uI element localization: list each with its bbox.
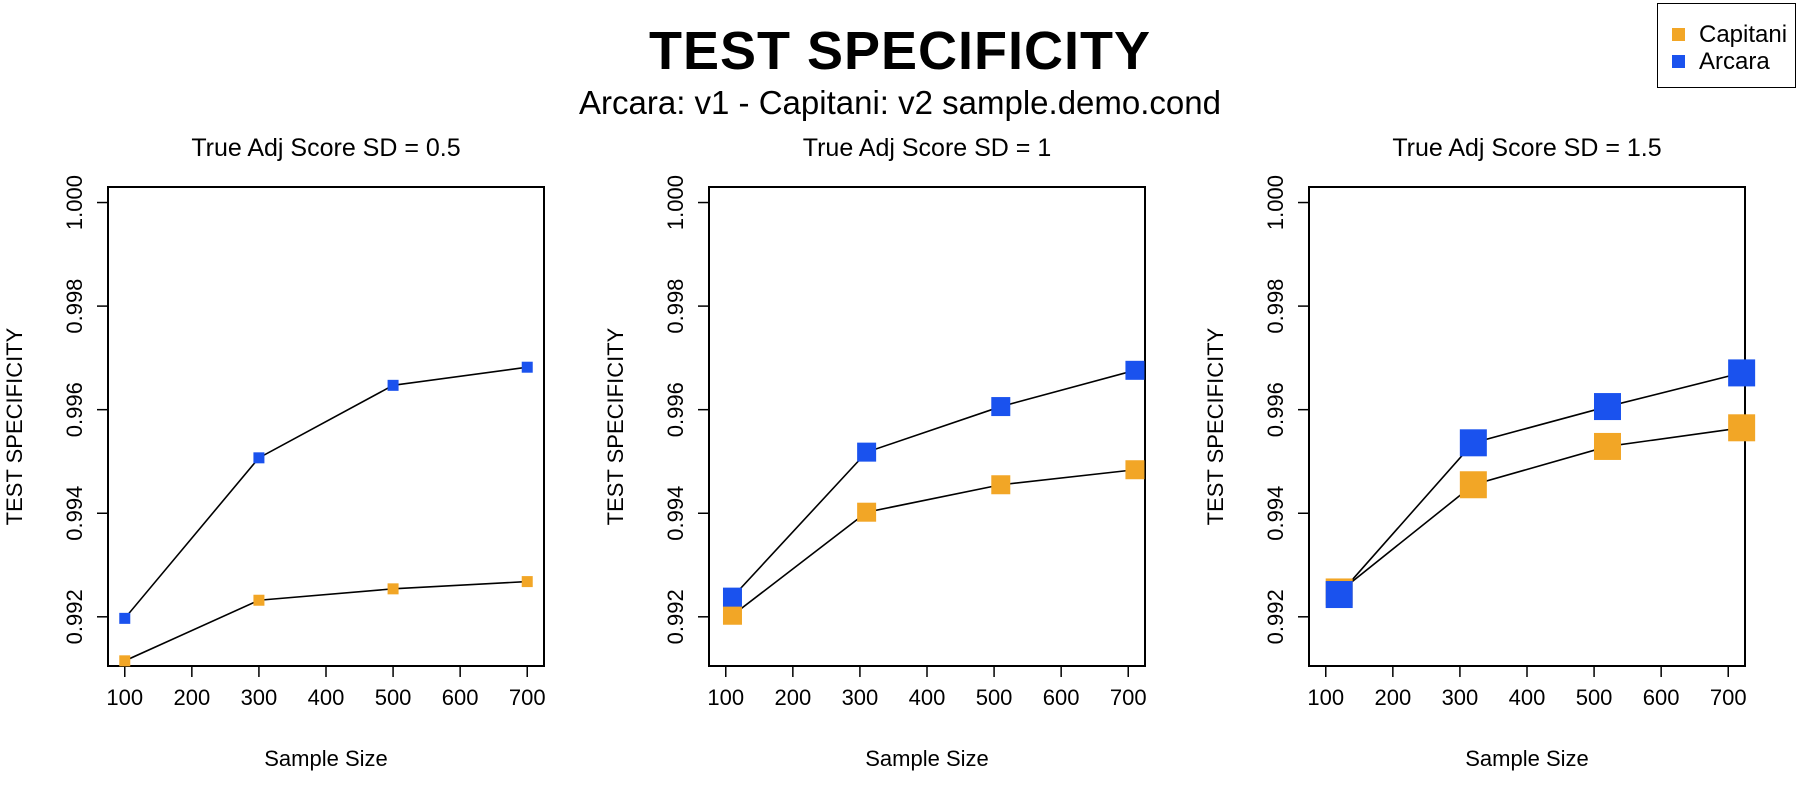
panel1-x-tick-label: 400 [308,685,345,710]
panel1-point-arcara [253,452,265,464]
panel2-series-line-capitani [731,468,1136,616]
panel2-point-arcara [857,442,877,462]
panel3-point-arcara [1728,359,1756,387]
panel2-x-tick-label: 600 [1043,685,1080,710]
panel1-point-capitani [119,655,131,667]
panel2-point-arcara [1125,360,1145,380]
panel1-title: True Adj Score SD = 0.5 [191,134,460,162]
panel3-x-tick-label: 400 [1509,685,1546,710]
panel1-y-tick-label: 0.994 [62,486,87,541]
panel2-x-tick-label: 400 [909,685,946,710]
panel3-point-capitani [1459,471,1487,499]
panel1-y-tick-label: 0.998 [62,279,87,334]
panel3-point-arcara [1459,429,1487,457]
panel3-x-tick-label: 100 [1307,685,1344,710]
panel2-y-tick-label: 0.994 [663,486,688,541]
panel1-point-arcara [521,361,533,373]
panel2-y-tick-label: 0.996 [663,382,688,437]
legend-label-capitani: Capitani [1699,21,1788,48]
panel2-point-capitani [857,502,877,522]
panel1-x-tick-label: 300 [241,685,278,710]
figure-title: TEST SPECIFICITY [648,21,1152,81]
panel2-point-arcara [722,587,742,607]
legend-label-arcara: Arcara [1699,48,1770,75]
panel3-title: True Adj Score SD = 1.5 [1392,134,1661,162]
panel1-series-line-arcara [124,366,528,619]
panel2-series-line-arcara [731,369,1136,598]
legend-swatch-arcara [1672,55,1685,68]
panel2-x-tick-label: 100 [707,685,744,710]
panel3-y-axis-label: TEST SPECIFICITY [1203,327,1228,525]
panel1-point-capitani [521,576,533,588]
panel3-point-arcara [1593,393,1621,421]
panel1-y-tick-label: 0.996 [62,382,87,437]
panel2-x-tick-label: 500 [976,685,1013,710]
panel3-x-tick-label: 200 [1374,685,1411,710]
panel2-x-tick-label: 200 [774,685,811,710]
panel3-y-tick-label: 1.000 [1263,175,1288,230]
panel2-y-axis-label: TEST SPECIFICITY [603,327,628,525]
panel2-y-tick-label: 1.000 [663,175,688,230]
panel2-point-capitani [722,605,742,625]
panel1-x-tick-label: 700 [509,685,546,710]
panel3-y-tick-label: 0.992 [1263,589,1288,644]
panel2-point-capitani [991,475,1011,495]
panel1-point-arcara [387,379,399,391]
panel2-x-tick-label: 300 [842,685,879,710]
panel3-point-capitani [1728,414,1756,442]
figure-subtitle: Arcara: v1 - Capitani: v2 sample.demo.co… [579,84,1221,121]
panel1-series-line-capitani [124,580,528,662]
panel2-y-tick-label: 0.998 [663,279,688,334]
panel1-y-axis-label: TEST SPECIFICITY [2,327,27,525]
panel3-x-axis-label: Sample Size [1465,746,1589,771]
panel2-x-axis-label: Sample Size [865,746,989,771]
panel1-point-capitani [387,583,399,595]
panel3-series-line-arcara [1338,372,1742,596]
panel1-x-tick-label: 100 [106,685,143,710]
panel2-point-arcara [991,397,1011,417]
panel1-x-tick-label: 600 [442,685,479,710]
panel3-series-line-capitani [1338,427,1742,593]
panel3-point-capitani [1593,432,1621,460]
panel2-plot-frame [708,186,1146,667]
panel3-point-arcara [1325,581,1353,609]
panel2-x-tick-label: 700 [1110,685,1147,710]
panel1-point-capitani [253,594,265,606]
panel3-x-tick-label: 300 [1442,685,1479,710]
legend: Capitani Arcara [1657,3,1796,88]
panel2-y-tick-label: 0.992 [663,589,688,644]
panel1-x-tick-label: 200 [173,685,210,710]
panel3-y-tick-label: 0.996 [1263,382,1288,437]
panel3-x-tick-label: 600 [1643,685,1680,710]
panel3-x-tick-label: 500 [1576,685,1613,710]
panel1-point-arcara [119,612,131,624]
panel2-title: True Adj Score SD = 1 [803,134,1052,162]
panel3-x-tick-label: 700 [1710,685,1747,710]
panel3-y-tick-label: 0.998 [1263,279,1288,334]
panel1-y-tick-label: 0.992 [62,589,87,644]
panel3-plot-frame [1308,186,1746,667]
panel1-y-tick-label: 1.000 [62,175,87,230]
panel1-x-tick-label: 500 [375,685,412,710]
panel1-x-axis-label: Sample Size [264,746,388,771]
panel3-y-tick-label: 0.994 [1263,486,1288,541]
panel2-point-capitani [1125,460,1145,480]
legend-swatch-capitani [1672,28,1685,41]
